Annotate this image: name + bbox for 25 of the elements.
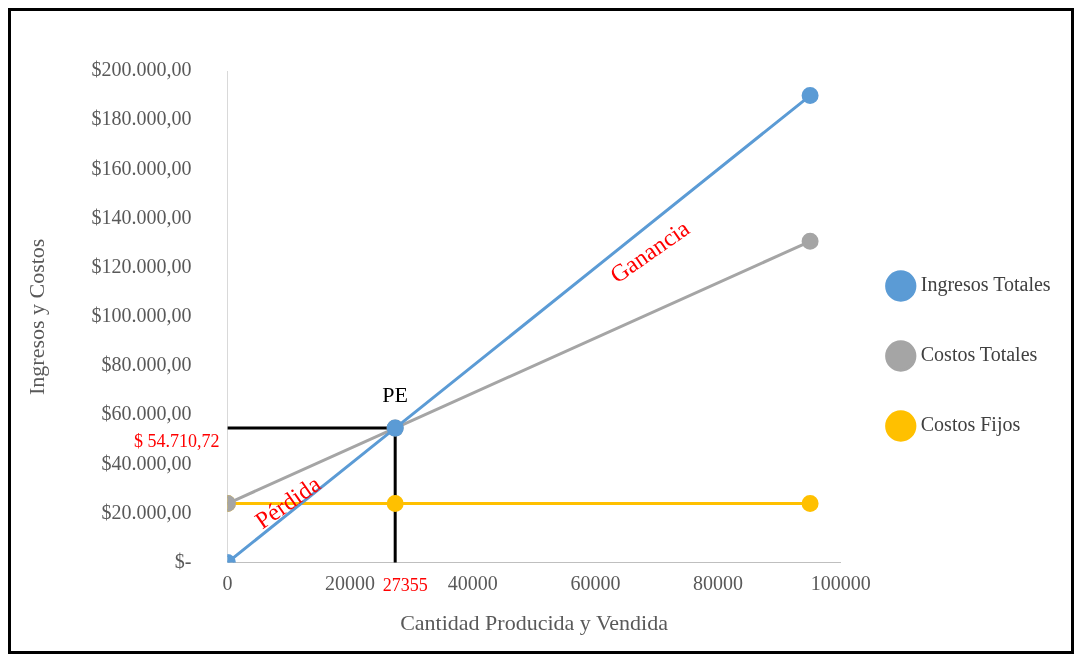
annotation: $ 54.710,72	[133, 430, 220, 451]
x-tick-label: 0	[222, 571, 233, 594]
y-tick-label: $60.000,00	[101, 402, 192, 425]
x-tick-label: 100000	[810, 571, 871, 594]
y-tick-label: $-	[174, 549, 192, 572]
y-tick-label: $40.000,00	[101, 451, 192, 474]
x-tick-label: 20000	[325, 571, 376, 594]
legend-label: Ingresos Totales	[920, 273, 1051, 297]
y-tick-label: $140.000,00	[91, 205, 192, 228]
x-tick-label: 40000	[447, 571, 498, 594]
y-tick-label: $200.000,00	[91, 58, 192, 81]
x-tick-label: 60000	[570, 571, 621, 594]
annotation: PE	[382, 381, 409, 407]
y-tick-label: $180.000,00	[91, 107, 192, 130]
y-tick-label: $100.000,00	[91, 304, 192, 327]
y-tick-label: $80.000,00	[101, 353, 192, 376]
annotation: 27355	[382, 575, 428, 596]
legend-label: Costos Fijos	[920, 413, 1021, 437]
legend-label: Costos Totales	[920, 343, 1038, 366]
x-tick-label: 80000	[693, 571, 744, 594]
y-axis-title: Ingresos y Costos	[23, 238, 49, 396]
x-axis-title: Cantidad Producida y Vendida	[400, 609, 669, 635]
y-tick-label: $20.000,00	[101, 500, 192, 523]
y-tick-label: $120.000,00	[91, 254, 192, 277]
y-tick-label: $160.000,00	[91, 156, 192, 179]
